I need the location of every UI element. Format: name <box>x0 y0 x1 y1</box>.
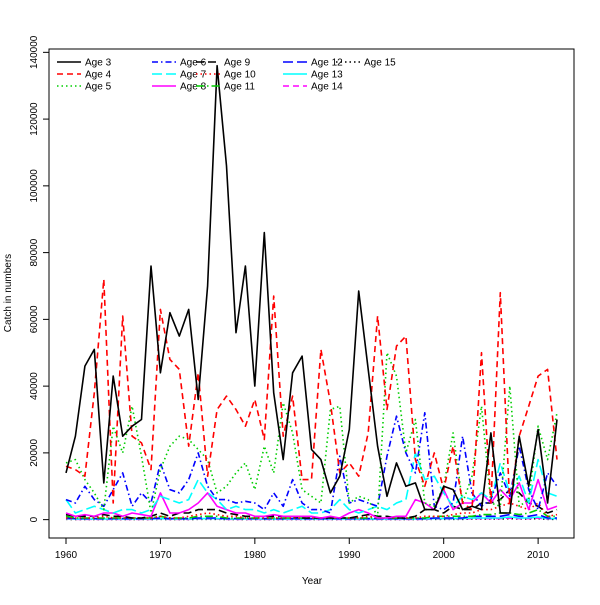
series-line-age-5 <box>65 351 558 518</box>
series-line-age-7 <box>65 452 558 514</box>
y-tick-label: 80000 <box>29 238 40 266</box>
x-tick-label: 1960 <box>55 550 78 561</box>
y-tick-label: 100000 <box>29 169 40 203</box>
y-axis: 0 20000 40000 60000 80000 100000 120000 140000 <box>29 35 49 522</box>
y-tick-label: 40000 <box>29 372 40 400</box>
legend-label: Age 6 <box>180 58 207 69</box>
legend-label: Age 8 <box>180 82 207 93</box>
legend-label: Age 3 <box>85 58 112 69</box>
legend-label: Age 4 <box>85 70 112 81</box>
series-line-age-8 <box>65 478 558 519</box>
legend-label: Age 13 <box>311 70 343 81</box>
y-tick-label: 120000 <box>29 102 40 136</box>
plot-frame <box>48 48 575 539</box>
legend-label: Age 12 <box>311 58 343 69</box>
x-axis-title: Year <box>302 576 323 587</box>
legend-label: Age 11 <box>224 82 255 93</box>
y-tick-label: 140000 <box>29 35 40 69</box>
legend-label: Age 15 <box>364 58 396 69</box>
series-line-age-4 <box>65 278 558 511</box>
series-line-age-10 <box>66 502 558 519</box>
y-tick-label: 60000 <box>29 305 40 333</box>
series-line-age-3 <box>65 64 558 514</box>
y-axis-title: Catch in numbers <box>3 254 14 332</box>
legend-label: Age 14 <box>311 82 343 93</box>
x-tick-label: 2010 <box>527 550 550 561</box>
legend-label: Age 5 <box>85 82 112 93</box>
legend-label: Age 7 <box>180 70 207 81</box>
legend-label: Age 10 <box>224 70 256 81</box>
series-line-age-6 <box>65 411 558 514</box>
x-tick-label: 1990 <box>338 550 361 561</box>
series-layer <box>65 64 558 521</box>
x-tick-label: 1970 <box>149 550 172 561</box>
x-tick-label: 1980 <box>244 550 267 561</box>
legend-label: Age 9 <box>224 58 251 69</box>
x-axis: 1960 1970 1980 1990 2000 2010 <box>55 538 550 561</box>
y-tick-label: 0 <box>29 516 40 522</box>
y-tick-label: 20000 <box>29 439 40 467</box>
x-tick-label: 2000 <box>433 550 456 561</box>
